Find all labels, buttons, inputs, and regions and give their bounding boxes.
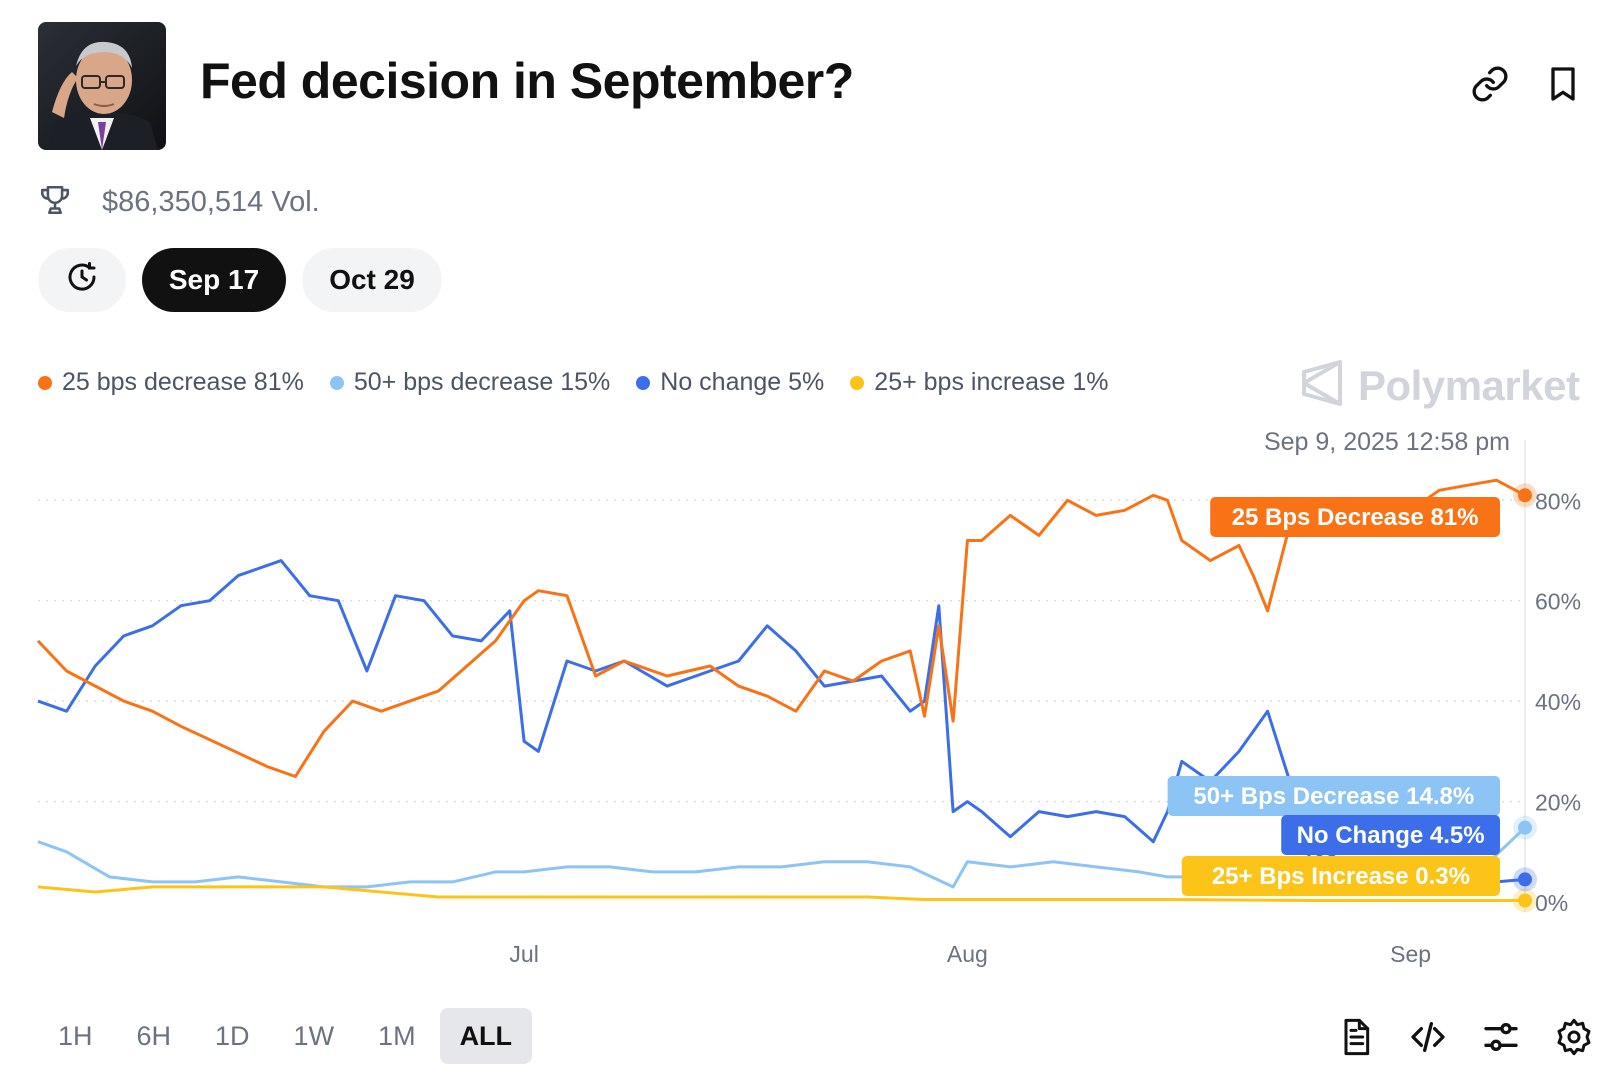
legend-label: 25+ bps increase 1% bbox=[874, 368, 1109, 396]
document-icon[interactable] bbox=[1336, 1017, 1376, 1057]
history-button[interactable] bbox=[38, 248, 126, 312]
volume-row: $86,350,514 Vol. bbox=[38, 182, 320, 222]
y-tick-label: 80% bbox=[1535, 488, 1581, 514]
market-date-selector: Sep 17 Oct 29 bbox=[38, 248, 442, 312]
history-icon bbox=[64, 259, 100, 302]
series-end-dot-50bps_decrease bbox=[1518, 820, 1532, 835]
bookmark-icon[interactable] bbox=[1543, 64, 1583, 104]
sliders-icon[interactable] bbox=[1481, 1017, 1521, 1057]
end-label-bg bbox=[1281, 815, 1500, 855]
range-1w[interactable]: 1W bbox=[293, 1020, 335, 1051]
end-label-50bps_decrease: 50+ Bps Decrease 14.8% bbox=[1193, 783, 1474, 810]
brand-name: Polymarket bbox=[1358, 361, 1580, 409]
end-label-no_change: No Change 4.5% bbox=[1297, 822, 1485, 849]
page-title: Fed decision in September? bbox=[200, 53, 854, 109]
end-label-bg bbox=[1210, 497, 1500, 537]
x-tick-label: Sep bbox=[1390, 941, 1431, 967]
series-line-25bps_increase bbox=[37, 885, 1525, 902]
y-tick-label: 20% bbox=[1535, 790, 1581, 816]
end-label-bg bbox=[1167, 776, 1500, 816]
series-line-25bps_decrease bbox=[36, 478, 1526, 778]
trophy-icon bbox=[38, 183, 72, 222]
polymarket-watermark: Polymarket bbox=[1300, 358, 1580, 413]
portrait-avatar bbox=[38, 22, 166, 150]
chart-timestamp: Sep 9, 2025 12:58 pm bbox=[1263, 428, 1510, 456]
time-range-selector: 1H 6H 1D 1W 1M ALL bbox=[38, 1008, 533, 1064]
date-pill-sep17[interactable]: Sep 17 bbox=[142, 248, 286, 312]
end-label-bg bbox=[1181, 856, 1500, 896]
y-tick-label: 0% bbox=[1535, 890, 1568, 916]
legend-label: 50+ bps decrease 15% bbox=[353, 368, 611, 396]
range-1d[interactable]: 1D bbox=[215, 1020, 250, 1051]
range-all[interactable]: ALL bbox=[439, 1008, 533, 1064]
legend-dot bbox=[329, 375, 344, 390]
series-end-dot-no_change bbox=[1518, 872, 1532, 887]
legend-label: 25 bps decrease 81% bbox=[62, 368, 304, 396]
legend-dot bbox=[636, 375, 651, 390]
legend-item-50bps-decrease: 50+ bps decrease 15% bbox=[329, 368, 611, 397]
series-end-dot-25bps_increase bbox=[1518, 893, 1532, 908]
polymarket-logo-icon bbox=[1300, 358, 1344, 413]
legend-item-25bps-increase: 25+ bps increase 1% bbox=[850, 368, 1108, 397]
chart-legend: 25 bps decrease 81% 50+ bps decrease 15%… bbox=[38, 368, 1134, 397]
range-1m[interactable]: 1M bbox=[378, 1020, 416, 1051]
y-tick-label: 60% bbox=[1535, 589, 1581, 615]
range-6h[interactable]: 6H bbox=[136, 1020, 172, 1051]
settings-icon[interactable] bbox=[1554, 1017, 1594, 1057]
series-end-dot-25bps_decrease bbox=[1518, 488, 1532, 503]
code-icon[interactable] bbox=[1408, 1017, 1448, 1057]
end-label-25bps_increase: 25+ Bps Increase 0.3% bbox=[1212, 863, 1470, 890]
x-tick-label: Jul bbox=[509, 941, 538, 967]
probability-chart[interactable]: 0% 20% 40% 60% 80% Jul Aug Sep 25 Bps Decrease 8… bbox=[0, 440, 1616, 980]
x-tick-label: Aug bbox=[947, 941, 988, 967]
volume-text: $86,350,514 Vol. bbox=[102, 185, 320, 218]
end-label-25bps_decrease: 25 Bps Decrease 81% bbox=[1232, 504, 1479, 531]
legend-dot bbox=[850, 375, 865, 390]
y-tick-label: 40% bbox=[1535, 689, 1581, 715]
legend-dot bbox=[38, 375, 52, 390]
legend-label: No change 5% bbox=[660, 368, 825, 396]
link-icon[interactable] bbox=[1470, 64, 1510, 104]
range-1h[interactable]: 1H bbox=[58, 1020, 93, 1051]
legend-item-25bps-decrease: 25 bps decrease 81% bbox=[38, 368, 304, 397]
legend-item-no-change: No change 5% bbox=[636, 368, 824, 397]
date-pill-oct29[interactable]: Oct 29 bbox=[302, 248, 442, 312]
